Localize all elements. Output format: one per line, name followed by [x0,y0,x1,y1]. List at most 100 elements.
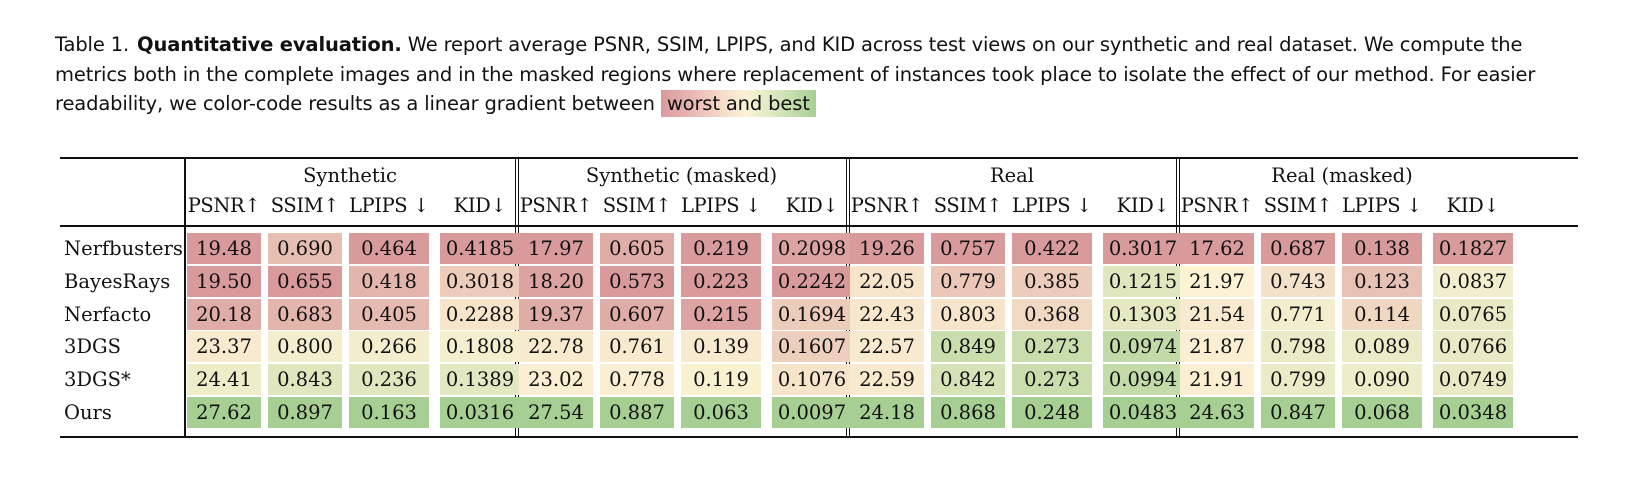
table-cell: 0.771 [1261,298,1335,330]
table-cell: 23.37 [187,331,261,363]
table-cell: 0.1808 [440,331,520,363]
table-caption: Table 1. Quantitative evaluation. We repo… [55,30,1595,119]
metric-header: SSIM↑ [933,194,1003,217]
metric-header: SSIM↑ [602,194,672,217]
table-cell: 0.063 [681,397,761,428]
table-cell: 21.54 [1180,298,1254,330]
table-cell: 0.219 [681,233,761,264]
table-cell: 0.757 [931,233,1005,264]
table-cell: 0.0766 [1433,331,1513,363]
table-cell: 0.266 [349,331,429,363]
table-cell: 19.37 [519,298,593,330]
table-cell: 0.3017 [1103,233,1183,264]
table-cell: 0.385 [1012,265,1092,297]
table-cell: 24.18 [850,397,924,428]
table-cell: 19.26 [850,233,924,264]
table-cell: 22.78 [519,331,593,363]
table-cell: 0.215 [681,298,761,330]
table-cell: 22.43 [850,298,924,330]
table-cell: 0.368 [1012,298,1092,330]
table-cell: 0.1694 [772,298,852,330]
table-cell: 23.02 [519,364,593,396]
table-cell: 0.0348 [1433,397,1513,428]
metric-header: PSNR↑ [1180,194,1254,217]
column-separator [517,159,519,436]
column-separator [1175,159,1177,436]
table-cell: 0.800 [268,331,342,363]
table-cell: 0.248 [1012,397,1092,428]
column-separator [845,159,847,436]
table-cell: 0.1303 [1103,298,1183,330]
column-separator [1178,159,1180,436]
color-gradient-legend: worst and best [660,90,816,117]
column-separator [184,159,186,436]
table-cell: 0.068 [1342,397,1422,428]
table-cell: 0.2098 [772,233,852,264]
table-cell: 0.897 [268,397,342,428]
table-cell: 0.573 [600,265,674,297]
table-cell: 0.2242 [772,265,852,297]
table-cell: 22.59 [850,364,924,396]
table-cell: 17.62 [1180,233,1254,264]
metric-header: SSIM↑ [1263,194,1333,217]
table-cell: 0.1215 [1103,265,1183,297]
table-cell: 0.683 [268,298,342,330]
metric-header: PSNR↑ [519,194,593,217]
table-number: Table 1. [55,33,130,56]
caption-title: Quantitative evaluation. [137,33,402,56]
table-cell: 0.464 [349,233,429,264]
table-cell: 19.48 [187,233,261,264]
table-cell: 0.690 [268,233,342,264]
metric-header: PSNR↑ [187,194,261,217]
table-cell: 0.0765 [1433,298,1513,330]
table-cell: 0.847 [1261,397,1335,428]
table-cell: 0.090 [1342,364,1422,396]
table-cell: 0.123 [1342,265,1422,297]
table-cell: 0.687 [1261,233,1335,264]
table-cell: 0.1389 [440,364,520,396]
table-bottom-rule [60,436,1578,438]
table-cell: 27.54 [519,397,593,428]
table-cell: 0.2288 [440,298,520,330]
method-label: BayesRays [64,269,171,293]
table-cell: 19.50 [187,265,261,297]
table-cell: 0.3018 [440,265,520,297]
table-cell: 22.57 [850,331,924,363]
metric-header: LPIPS ↓ [349,194,429,217]
metric-header: LPIPS ↓ [1012,194,1092,217]
table-cell: 0.842 [931,364,1005,396]
table-cell: 0.798 [1261,331,1335,363]
table-cell: 0.4185 [440,233,520,264]
metric-header: KID↓ [785,194,839,217]
table-cell: 0.778 [600,364,674,396]
table-cell: 0.119 [681,364,761,396]
table-cell: 0.0483 [1103,397,1183,428]
method-label: 3DGS* [64,368,131,392]
table-cell: 0.605 [600,233,674,264]
metric-header: SSIM↑ [270,194,340,217]
table-header-rule [60,225,1578,227]
column-separator [514,159,516,436]
table-cell: 21.87 [1180,331,1254,363]
metric-header: PSNR↑ [850,194,924,217]
table-cell: 0.163 [349,397,429,428]
table-cell: 18.20 [519,265,593,297]
table-cell: 0.743 [1261,265,1335,297]
table-cell: 0.655 [268,265,342,297]
table-cell: 0.223 [681,265,761,297]
table-cell: 27.62 [187,397,261,428]
table-cell: 0.0316 [440,397,520,428]
table-cell: 0.0097 [772,397,852,428]
column-separator [848,159,850,436]
table-cell: 0.887 [600,397,674,428]
table-cell: 0.799 [1261,364,1335,396]
table-cell: 0.139 [681,331,761,363]
table-cell: 0.803 [931,298,1005,330]
table-cell: 0.0994 [1103,364,1183,396]
table-cell: 0.849 [931,331,1005,363]
metric-header: LPIPS ↓ [681,194,761,217]
table-cell: 0.868 [931,397,1005,428]
method-label: Nerfbusters [64,237,183,260]
table-cell: 0.089 [1342,331,1422,363]
table-cell: 0.1607 [772,331,852,363]
